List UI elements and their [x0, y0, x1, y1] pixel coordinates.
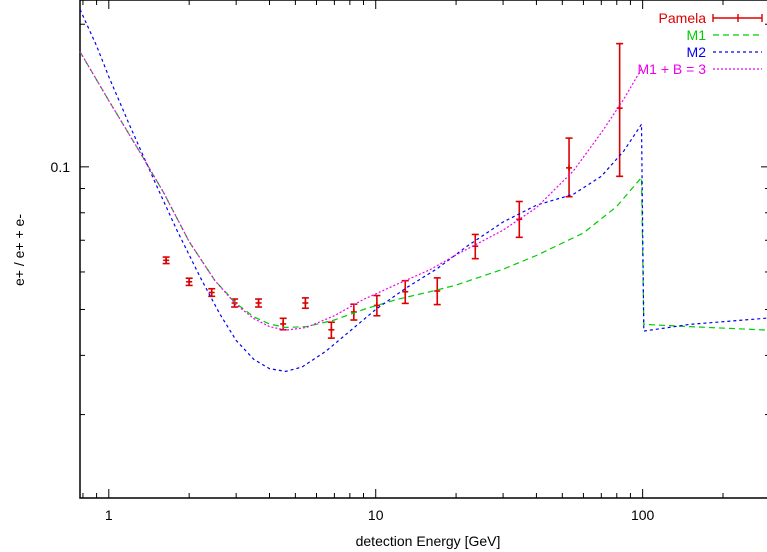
series-line	[79, 51, 643, 331]
legend-item: M2	[687, 44, 762, 60]
series-3	[79, 51, 643, 331]
legend-label: M1	[687, 27, 707, 43]
legend-label: M2	[687, 44, 707, 60]
data-point	[616, 42, 624, 178]
legend-item: M1	[687, 27, 762, 43]
series-line	[79, 9, 767, 373]
data-point	[208, 287, 216, 298]
legend-label: M1 + B = 3	[638, 61, 707, 77]
legend-label: Pamela	[659, 10, 707, 26]
legend-item: Pamela	[659, 10, 763, 26]
data-point	[515, 200, 523, 239]
data-point	[327, 321, 335, 339]
data-point	[401, 279, 409, 305]
y-tick-label: 0.1	[51, 159, 71, 175]
x-axis-title: detection Energy [GeV]	[356, 533, 501, 549]
series-1	[79, 51, 767, 331]
axis-ticks: 1 10 100 0.1	[51, 0, 767, 523]
x-tick-label: 100	[631, 507, 655, 523]
series-0	[162, 42, 624, 339]
series-2	[79, 9, 767, 373]
x-tick-label: 10	[368, 507, 384, 523]
data-point	[185, 277, 193, 287]
data-point	[565, 137, 573, 198]
series-line	[79, 51, 767, 331]
data-point	[162, 256, 170, 265]
series-layer	[79, 9, 767, 373]
data-point	[301, 297, 309, 310]
data-point	[373, 294, 381, 317]
x-tick-label: 1	[105, 507, 113, 523]
legend-item: M1 + B = 3	[638, 61, 762, 77]
data-point	[255, 298, 263, 308]
y-axis-title: e+ / e+ + e-	[11, 214, 27, 286]
data-point	[231, 298, 239, 308]
plot-frame	[79, 0, 767, 499]
data-point	[433, 277, 441, 306]
